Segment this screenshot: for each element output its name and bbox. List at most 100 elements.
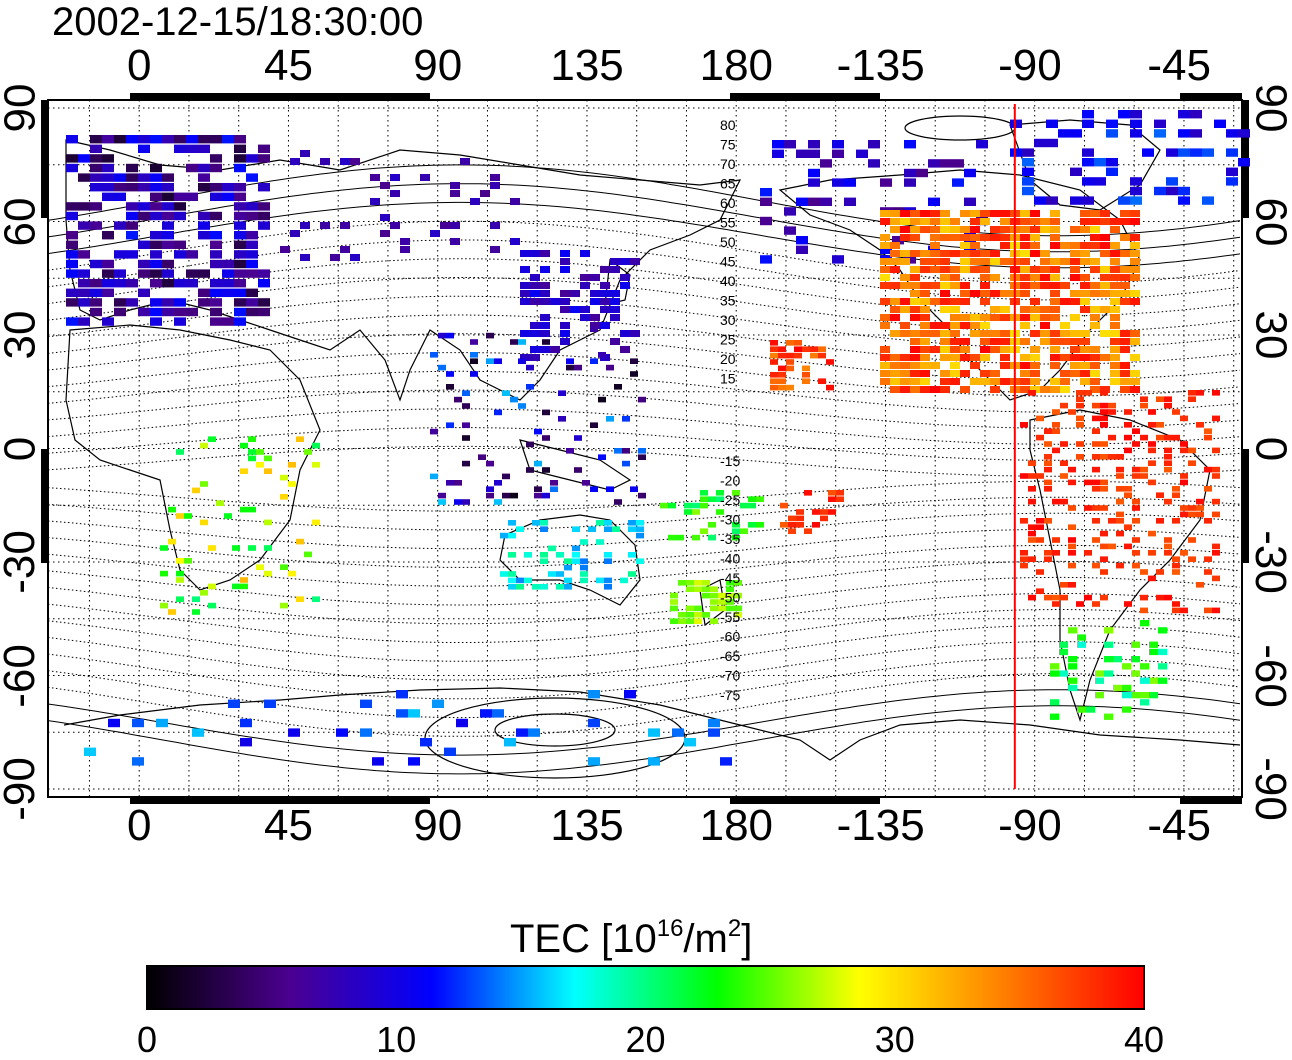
tec-cell bbox=[186, 269, 198, 278]
tec-cell bbox=[832, 149, 844, 158]
tec-cell bbox=[518, 403, 526, 409]
tec-cell bbox=[600, 322, 610, 329]
tec-cell bbox=[558, 390, 566, 396]
contour-label: -60 bbox=[720, 629, 740, 645]
tec-cell bbox=[970, 250, 980, 257]
tec-cell bbox=[174, 298, 186, 307]
tec-cell bbox=[542, 339, 550, 345]
tec-cell bbox=[126, 250, 138, 259]
tec-cell bbox=[462, 422, 470, 428]
tec-cell bbox=[234, 259, 246, 269]
tec-cell bbox=[1132, 473, 1140, 479]
tec-cell bbox=[542, 467, 550, 473]
tec-cell bbox=[1022, 158, 1034, 167]
tec-cell bbox=[102, 269, 114, 278]
tec-cell bbox=[1212, 390, 1220, 396]
tec-cell bbox=[880, 218, 890, 225]
tec-cell bbox=[1132, 428, 1140, 434]
tec-cell bbox=[66, 259, 78, 269]
tec-cell bbox=[78, 154, 90, 163]
tec-cell bbox=[1060, 242, 1070, 249]
tec-cell bbox=[446, 422, 454, 428]
tec-cell bbox=[208, 602, 216, 609]
tec-cell bbox=[796, 197, 808, 206]
tec-cell bbox=[90, 144, 102, 153]
tec-cell bbox=[590, 290, 600, 297]
tec-cell bbox=[734, 580, 742, 586]
tec-cell bbox=[510, 396, 518, 403]
tec-cell bbox=[1120, 330, 1130, 337]
tec-cell bbox=[670, 605, 678, 612]
tec-cell bbox=[1140, 396, 1148, 402]
tec-cell bbox=[1000, 362, 1010, 369]
tec-cell bbox=[234, 240, 246, 249]
tec-cell bbox=[628, 526, 636, 532]
tec-cell bbox=[1166, 177, 1178, 186]
tec-cell bbox=[778, 372, 786, 378]
tec-cell bbox=[1108, 409, 1116, 415]
tec-cell bbox=[150, 259, 162, 269]
tec-cell bbox=[234, 211, 246, 221]
tec-cell bbox=[78, 298, 90, 307]
contour-line bbox=[47, 673, 1241, 737]
tec-cell bbox=[1068, 505, 1076, 511]
tec-cell bbox=[890, 330, 900, 337]
tec-cell bbox=[160, 602, 168, 609]
tec-cell bbox=[1100, 282, 1110, 289]
tec-cell bbox=[734, 592, 742, 599]
tec-cell bbox=[66, 231, 78, 240]
tec-cell bbox=[1122, 706, 1131, 713]
tec-cell bbox=[1226, 129, 1238, 138]
tec-cell bbox=[930, 210, 940, 217]
tec-cell bbox=[1130, 378, 1140, 385]
tec-cell bbox=[198, 269, 210, 278]
tec-cell bbox=[1156, 492, 1164, 498]
contour-label: 35 bbox=[720, 293, 736, 309]
tec-cell bbox=[1122, 684, 1131, 692]
tec-cell bbox=[288, 481, 296, 487]
tec-cell bbox=[1140, 402, 1148, 409]
tec-cell bbox=[246, 307, 258, 317]
tec-cell bbox=[1180, 473, 1188, 479]
tec-cell bbox=[1204, 486, 1212, 492]
tec-cell bbox=[300, 222, 310, 229]
tec-cell bbox=[636, 558, 644, 564]
tec-cell bbox=[446, 480, 454, 486]
tec-cell bbox=[1212, 447, 1220, 454]
lon-tick-label: -135 bbox=[836, 801, 925, 850]
tec-cell bbox=[770, 378, 778, 384]
tec-cell bbox=[1110, 322, 1120, 329]
tec-cell bbox=[186, 135, 198, 144]
tec-cell bbox=[980, 210, 990, 217]
tec-cell bbox=[950, 298, 960, 305]
tec-cell bbox=[228, 699, 240, 708]
tec-cell bbox=[560, 306, 570, 313]
tec-cell bbox=[246, 173, 258, 182]
tec-cell bbox=[990, 226, 1000, 233]
tec-cell bbox=[534, 428, 542, 435]
tec-cell bbox=[176, 449, 184, 455]
tec-cell bbox=[150, 135, 162, 144]
tec-cell bbox=[66, 163, 78, 173]
tec-cell bbox=[622, 448, 630, 454]
tec-cell bbox=[564, 577, 572, 584]
tec-cell bbox=[114, 183, 126, 192]
tec-cell bbox=[1106, 167, 1118, 176]
tec-cell bbox=[826, 384, 834, 391]
tec-cell bbox=[1196, 511, 1204, 518]
tec-cell bbox=[910, 266, 920, 273]
tec-cell bbox=[940, 290, 950, 297]
tec-cell bbox=[1040, 218, 1050, 225]
tec-cell bbox=[1070, 167, 1082, 176]
tec-cell bbox=[1022, 177, 1034, 186]
tec-cell bbox=[590, 322, 600, 329]
tec-cell bbox=[930, 226, 940, 233]
tec-cell bbox=[980, 266, 990, 273]
tec-cell bbox=[350, 254, 360, 261]
tec-cell bbox=[1080, 258, 1090, 265]
tec-cell bbox=[540, 298, 550, 305]
tec-cell bbox=[1060, 460, 1068, 466]
tec-cell bbox=[1154, 186, 1166, 196]
tec-cell bbox=[1044, 479, 1052, 486]
tec-cell bbox=[900, 330, 910, 337]
